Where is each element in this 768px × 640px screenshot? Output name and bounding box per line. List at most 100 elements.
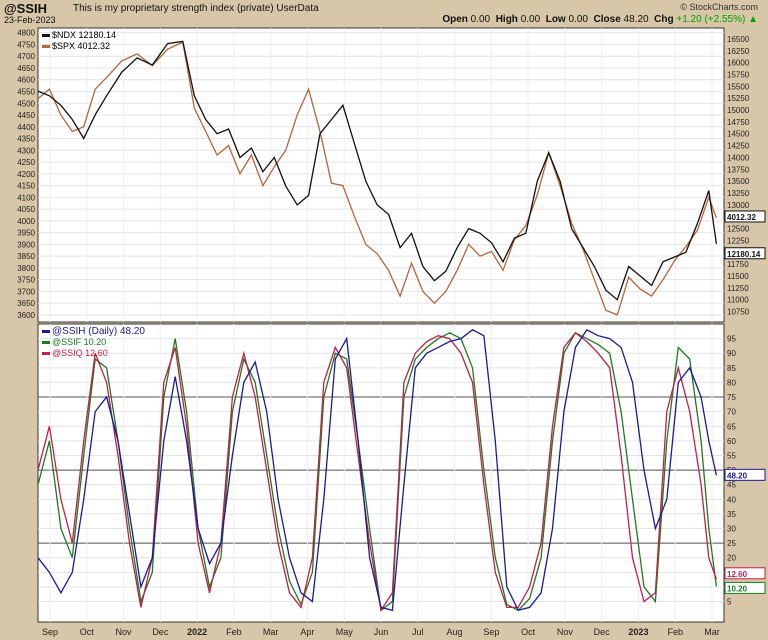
open-value: 0.00 bbox=[470, 14, 491, 25]
left-tick-label: 4250 bbox=[17, 158, 35, 167]
right-tick-label: 13250 bbox=[727, 189, 750, 198]
left-tick-label: 3800 bbox=[17, 264, 35, 273]
x-tick-label: Apr bbox=[300, 627, 314, 637]
x-tick-label: Aug bbox=[447, 627, 463, 637]
right-tick-label: 15750 bbox=[727, 70, 750, 79]
ssif-last-badge: 10.20 bbox=[727, 584, 748, 593]
low-label: Low bbox=[545, 14, 566, 25]
source-text: UserData bbox=[276, 3, 319, 14]
right-tick-label: 14250 bbox=[727, 142, 750, 151]
ssih-last-badge-box bbox=[724, 468, 766, 481]
legend-ssih: @SSIH (Daily) 48.20 bbox=[42, 326, 145, 337]
right-tick-label: 11500 bbox=[727, 272, 749, 281]
legend-ssih-name: @SSIH (Daily) bbox=[52, 326, 118, 337]
right-tick-label: 13750 bbox=[727, 165, 750, 174]
spx-last-badge: 4012.32 bbox=[727, 213, 756, 222]
legend-swatch bbox=[42, 34, 50, 38]
left-tick-label: 3700 bbox=[17, 287, 35, 296]
low-value: 0.00 bbox=[568, 14, 588, 25]
symbol-description: This is my proprietary strength index (p… bbox=[73, 3, 319, 14]
left-tick-label: 4000 bbox=[17, 217, 35, 226]
left-tick-label: 4150 bbox=[17, 182, 35, 191]
left-tick-label: 3750 bbox=[17, 276, 35, 285]
left-tick-label: 3850 bbox=[17, 252, 35, 261]
ssiq-last-badge-box bbox=[724, 567, 766, 580]
right-tick-label: 11000 bbox=[727, 296, 749, 305]
right-tick-label: 14500 bbox=[727, 130, 750, 139]
x-tick-label: Nov bbox=[557, 627, 574, 637]
left-tick-label: 4500 bbox=[17, 99, 35, 108]
x-tick-label: Nov bbox=[116, 627, 133, 637]
indicator-tick-label: 90 bbox=[727, 349, 736, 358]
legend-ndx-value: 12180.14 bbox=[78, 30, 117, 40]
x-tick-label: Feb bbox=[667, 627, 683, 637]
x-tick-label: Mar bbox=[263, 627, 279, 637]
indicator-tick-label: 65 bbox=[727, 422, 736, 431]
chg-label: Chg bbox=[654, 14, 674, 25]
right-tick-label: 15250 bbox=[727, 94, 750, 103]
up-arrow-icon: ▲ bbox=[748, 14, 758, 25]
x-tick-label: Sep bbox=[42, 627, 58, 637]
indicator-tick-label: 75 bbox=[727, 393, 736, 402]
indicator-tick-label: 45 bbox=[727, 481, 736, 490]
close-label: Close bbox=[593, 14, 621, 25]
left-tick-label: 4650 bbox=[17, 64, 35, 73]
legend-swatch bbox=[42, 352, 50, 356]
legend-ssiq-value: 12.60 bbox=[85, 348, 108, 358]
left-tick-label: 4100 bbox=[17, 193, 35, 202]
legend-ssif-name: @SSIF bbox=[52, 337, 82, 347]
right-tick-label: 16000 bbox=[727, 59, 750, 68]
x-tick-label: Jul bbox=[412, 627, 424, 637]
left-tick-label: 3600 bbox=[17, 311, 35, 320]
price-legend: $NDX 12180.14 $SPX 4012.32 bbox=[42, 30, 116, 52]
x-tick-label: May bbox=[336, 627, 354, 637]
chart-header: @SSIH This is my proprietary strength in… bbox=[0, 0, 768, 28]
ssih-line bbox=[37, 328, 718, 612]
left-tick-label: 3900 bbox=[17, 240, 35, 249]
x-tick-label: 2022 bbox=[187, 627, 207, 637]
legend-ssiq-name: @SSIQ bbox=[52, 348, 83, 358]
right-tick-label: 13000 bbox=[727, 201, 750, 210]
x-tick-label: Feb bbox=[226, 627, 242, 637]
legend-ndx: $NDX 12180.14 bbox=[42, 30, 116, 41]
right-tick-label: 12250 bbox=[727, 236, 750, 245]
indicator-tick-label: 60 bbox=[727, 437, 736, 446]
left-tick-label: 3650 bbox=[17, 299, 35, 308]
right-tick-label: 15500 bbox=[727, 82, 750, 91]
symbol-title: @SSIH bbox=[4, 1, 48, 16]
right-tick-label: 14750 bbox=[727, 118, 750, 127]
right-tick-label: 16500 bbox=[727, 35, 750, 44]
right-tick-label: 12500 bbox=[727, 225, 750, 234]
right-tick-label: 15000 bbox=[727, 106, 750, 115]
indicator-tick-label: 80 bbox=[727, 378, 736, 387]
spx-last-badge-box bbox=[724, 210, 766, 223]
ndx-last-badge-box bbox=[724, 247, 766, 260]
high-value: 0.00 bbox=[520, 14, 541, 25]
indicator-tick-label: 95 bbox=[727, 335, 736, 344]
ndx-last-badge: 12180.14 bbox=[727, 250, 761, 259]
spx-line bbox=[37, 41, 718, 316]
x-tick-label: Sep bbox=[483, 627, 499, 637]
left-tick-label: 4600 bbox=[17, 76, 35, 85]
open-label: Open bbox=[442, 14, 468, 25]
legend-spx-name: $SPX bbox=[52, 41, 76, 51]
x-tick-label: Oct bbox=[521, 627, 536, 637]
quote-line: Open 0.00 High 0.00 Low 0.00 Close 48.20… bbox=[442, 14, 758, 25]
legend-spx: $SPX 4012.32 bbox=[42, 41, 116, 52]
indicator-tick-label: 30 bbox=[727, 525, 736, 534]
indicator-tick-label: 85 bbox=[727, 364, 736, 373]
indicator-tick-label: 55 bbox=[727, 451, 736, 460]
right-tick-label: 13500 bbox=[727, 177, 750, 186]
left-tick-label: 4350 bbox=[17, 135, 35, 144]
left-tick-label: 4400 bbox=[17, 123, 35, 132]
x-tick-label: 2023 bbox=[628, 627, 648, 637]
left-tick-label: 4800 bbox=[17, 29, 35, 38]
left-tick-label: 4550 bbox=[17, 88, 35, 97]
ssif-last-badge-box bbox=[724, 581, 766, 594]
high-label: High bbox=[495, 14, 518, 25]
indicator-legend: @SSIH (Daily) 48.20 @SSIF 10.20 @SSIQ 12… bbox=[42, 326, 145, 359]
indicator-tick-label: 5 bbox=[727, 598, 732, 607]
right-tick-label: 11750 bbox=[727, 260, 749, 269]
right-tick-label: 16250 bbox=[727, 47, 750, 56]
